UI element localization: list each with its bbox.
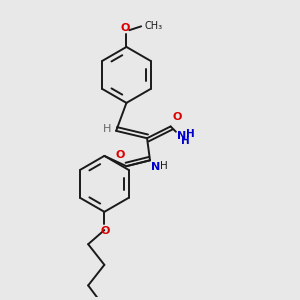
Text: H: H <box>160 161 168 171</box>
Text: O: O <box>172 112 182 122</box>
Text: N: N <box>152 162 161 172</box>
Text: N: N <box>177 131 186 141</box>
Text: CH₃: CH₃ <box>144 21 162 31</box>
Text: H: H <box>103 124 112 134</box>
Text: O: O <box>100 226 110 236</box>
Text: O: O <box>120 22 130 32</box>
Text: O: O <box>116 150 125 160</box>
Text: H: H <box>186 129 195 139</box>
Text: H: H <box>181 136 190 146</box>
